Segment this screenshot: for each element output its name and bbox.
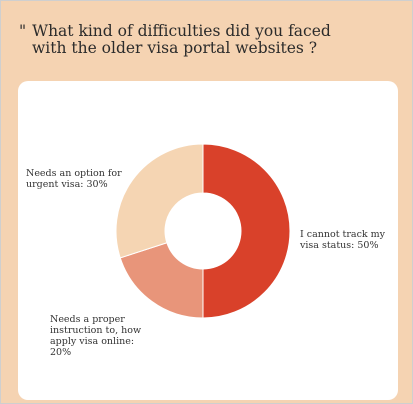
label-instruction-line-3: apply visa online: — [50, 336, 135, 347]
label-track-status-line-1: I cannot track my — [300, 229, 386, 240]
chart-title: " What kind of difficulties did you faced… — [19, 23, 379, 57]
label-instruction-line-2: instruction to, how — [50, 325, 142, 336]
slice-instruction — [119, 242, 204, 319]
title-line-2: with the older visa portal websites ? — [32, 39, 318, 57]
quote-mark: " — [19, 22, 27, 40]
title-line-1: What kind of difficulties did you faced — [32, 22, 331, 40]
label-instruction-line-4: 20% — [50, 347, 72, 358]
slice-track-status — [202, 143, 291, 319]
label-track-status-line-2: visa status: 50% — [300, 240, 379, 251]
label-track-status: I cannot track my visa status: 50% — [300, 229, 385, 251]
label-instruction: Needs a proper instruction to, how apply… — [50, 314, 141, 358]
label-urgent-visa: Needs an option for urgent visa: 30% — [26, 168, 122, 190]
donut-chart — [115, 143, 291, 319]
chart-card: I cannot track my visa status: 50% Needs… — [18, 81, 398, 400]
label-urgent-visa-line-2: urgent visa: 30% — [26, 179, 108, 190]
slice-urgent-visa — [115, 143, 204, 259]
label-urgent-visa-line-1: Needs an option for — [26, 168, 122, 179]
label-instruction-line-1: Needs a proper — [50, 314, 125, 325]
